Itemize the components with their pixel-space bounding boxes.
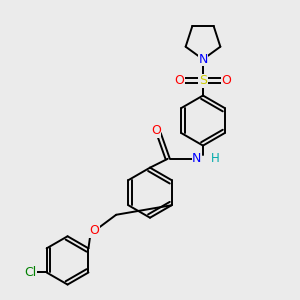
Text: O: O bbox=[222, 74, 232, 87]
Text: S: S bbox=[199, 74, 207, 87]
Text: O: O bbox=[151, 124, 161, 137]
Text: O: O bbox=[89, 224, 99, 238]
Text: H: H bbox=[211, 152, 220, 165]
Text: N: N bbox=[192, 152, 202, 165]
Text: N: N bbox=[198, 53, 208, 66]
Text: Cl: Cl bbox=[24, 266, 37, 279]
Text: O: O bbox=[175, 74, 184, 87]
